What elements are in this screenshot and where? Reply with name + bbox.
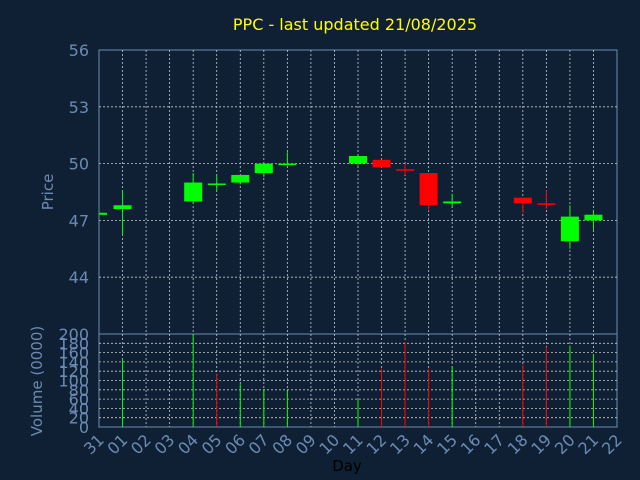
candle-body — [419, 173, 438, 206]
candle-body — [278, 163, 297, 166]
volume-tick-label: 120 — [58, 362, 89, 381]
candle-body — [113, 205, 132, 210]
candle-body — [184, 182, 203, 202]
candle-body — [372, 159, 391, 168]
volume-tick-label: 60 — [69, 390, 89, 409]
volume-tick-label: 80 — [69, 381, 89, 400]
x-axis-label: Day — [332, 457, 362, 475]
x-axis: 3101020304050607080910111213141516171819… — [80, 430, 626, 458]
candle-body — [584, 214, 603, 221]
x-tick-label: 22 — [598, 430, 626, 458]
price-tick-label: 47 — [69, 211, 89, 230]
candle-body — [99, 212, 107, 215]
volume-tick-label: 200 — [58, 325, 89, 344]
volume-tick-label: 140 — [58, 353, 89, 372]
price-tick-label: 53 — [69, 98, 89, 117]
candle-body — [254, 163, 273, 174]
price-axis-label: Price — [39, 174, 57, 211]
chart-title: PPC - last updated 21/08/2025 — [233, 15, 477, 34]
volume-tick-label: 0 — [79, 418, 89, 437]
volume-axis-label: Volume (0000) — [28, 326, 46, 436]
volume-tick-label: 180 — [58, 334, 89, 353]
volume-tick-label: 100 — [58, 372, 89, 391]
volume-tick-label: 160 — [58, 344, 89, 363]
price-tick-label: 56 — [69, 41, 89, 60]
volume-tick-label: 40 — [69, 399, 89, 418]
candle-body — [513, 197, 532, 204]
candle-body — [349, 156, 367, 164]
candle-body — [537, 203, 556, 205]
candle-body — [231, 174, 250, 183]
price-panel: 44 47 50 53 56 — [69, 41, 618, 335]
volume-tick-label: 20 — [69, 409, 89, 428]
price-tick-label: 50 — [69, 155, 89, 174]
price-tick-label: 44 — [69, 268, 89, 287]
candle-body — [396, 169, 415, 171]
candle-body — [207, 183, 226, 185]
candle-body — [443, 201, 462, 204]
candle-body — [560, 216, 579, 242]
